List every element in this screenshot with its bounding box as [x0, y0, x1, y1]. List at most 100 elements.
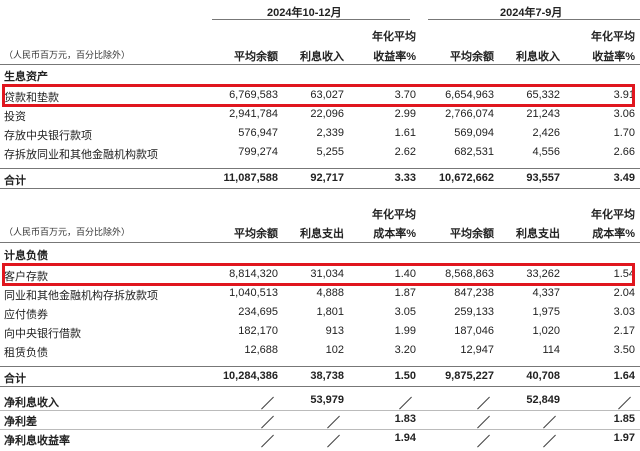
assets-unit-note: （人民币百万元，百分比除外）: [4, 50, 131, 60]
not-applicable-mark: ／: [476, 415, 490, 430]
cell-interest-q3: 21,243: [526, 108, 560, 120]
not-applicable-mark: ／: [476, 434, 490, 449]
cell-avg-balance-q3: 847,238: [454, 287, 494, 299]
col-header-interest-q4: 利息收入: [300, 51, 344, 63]
not-applicable-mark: ／: [260, 434, 274, 449]
liability-row-label: 应付债券: [4, 309, 48, 321]
cell-rate-q3: 2.04: [613, 287, 635, 299]
cell-interest-q4: 1,801: [316, 306, 344, 318]
cell-rate-q4: 3.05: [394, 306, 416, 318]
cell-rate-q3: 1.54: [613, 268, 635, 280]
cell-avg-balance-q4: 1,040,513: [229, 287, 278, 299]
not-applicable-mark: ／: [476, 396, 490, 411]
cell-avg-balance-q3: 9,875,227: [445, 370, 494, 382]
col-header-rate-q3: 收益率%: [592, 51, 635, 63]
not-applicable-mark: ／: [542, 434, 556, 449]
cell-interest-q4: 92,717: [310, 172, 344, 184]
summary-row-label: 净利差: [4, 416, 37, 428]
cell-avg-balance-q4: 576,947: [238, 127, 278, 139]
summary-row-label: 净利息收益率: [4, 435, 70, 447]
cell-avg-balance-q3: 682,531: [454, 146, 494, 158]
col-header-annualized-q4: 年化平均: [372, 31, 416, 43]
cell-rate-q3: 3.03: [613, 306, 635, 318]
cell-interest-q3: 1,020: [532, 325, 560, 337]
col-header-avg-balance-q3: 平均余额: [450, 51, 494, 63]
cell-avg-balance-q4: 10,284,386: [222, 370, 278, 382]
cell-interest-q4: 5,255: [316, 146, 344, 158]
cell-interest-q4: 53,979: [310, 394, 344, 406]
highlight-box-deposits: [2, 263, 635, 286]
cell-interest-q3: 52,849: [526, 394, 560, 406]
col-header-avg-balance-q4: 平均余额: [234, 51, 278, 63]
not-applicable-mark: ／: [398, 396, 412, 411]
cell-avg-balance-q4: 234,695: [238, 306, 278, 318]
cell-avg-balance-q3: 259,133: [454, 306, 494, 318]
assets-section-title: 生息资产: [4, 71, 48, 83]
liab-col-header-avg-balance-q3: 平均余额: [450, 228, 494, 240]
assets-bottom-rule: [0, 188, 640, 189]
cell-rate-q3: 1.85: [613, 413, 635, 425]
cell-rate-q4: 3.70: [394, 89, 416, 101]
cell-avg-balance-q3: 12,947: [460, 344, 494, 356]
liabilities-section-title: 计息负债: [4, 250, 48, 262]
cell-avg-balance-q3: 10,672,662: [438, 172, 494, 184]
liabilities-bottom-rule: [0, 386, 640, 387]
assets-total-label: 合计: [4, 175, 26, 187]
not-applicable-mark: ／: [326, 415, 340, 430]
cell-rate-q4: 3.20: [394, 344, 416, 356]
period-header-q4: 2024年10-12月: [267, 7, 342, 19]
cell-rate-q4: 1.99: [394, 325, 416, 337]
cell-rate-q4: 1.87: [394, 287, 416, 299]
cell-interest-q3: 2,426: [532, 127, 560, 139]
liabilities-header-rule: [0, 242, 640, 243]
not-applicable-mark: ／: [326, 434, 340, 449]
cell-rate-q3: 3.06: [613, 108, 635, 120]
period-underline-q3: [428, 19, 640, 20]
liability-row-label: 租赁负债: [4, 347, 48, 359]
cell-interest-q4: 4,888: [316, 287, 344, 299]
liab-col-header-cost-q4: 成本率%: [373, 228, 416, 240]
cell-rate-q3: 1.70: [613, 127, 635, 139]
cell-interest-q4: 22,096: [310, 108, 344, 120]
cell-rate-q3: 1.64: [613, 370, 635, 382]
cell-avg-balance-q4: 11,087,588: [223, 172, 278, 184]
liability-row-label: 向中央银行借款: [4, 328, 81, 340]
cell-avg-balance-q3: 569,094: [454, 127, 494, 139]
liabilities-unit-note: （人民币百万元，百分比除外）: [4, 227, 131, 237]
liab-col-header-avg-balance-q4: 平均余额: [234, 228, 278, 240]
cell-rate-q3: 2.17: [613, 325, 635, 337]
cell-avg-balance-q3: 6,654,963: [445, 89, 494, 101]
cell-rate-q3: 3.91: [613, 89, 635, 101]
liability-row-label: 同业和其他金融机构存拆放款项: [4, 290, 158, 302]
cell-avg-balance-q3: 2,766,074: [445, 108, 494, 120]
cell-interest-q4: 102: [325, 344, 344, 356]
cell-interest-q3: 114: [542, 344, 560, 356]
cell-rate-q4: 2.62: [394, 146, 416, 158]
cell-avg-balance-q4: 182,170: [238, 325, 278, 337]
cell-rate-q4: 1.50: [394, 370, 416, 382]
col-header-interest-q3: 利息收入: [516, 51, 560, 63]
cell-avg-balance-q3: 8,568,863: [445, 268, 494, 280]
cell-interest-q4: 38,738: [310, 370, 344, 382]
cell-rate-q3: 2.66: [613, 146, 635, 158]
col-header-annualized-q3: 年化平均: [591, 31, 635, 43]
cell-interest-q3: 33,262: [526, 268, 560, 280]
liab-col-header-expense-q3: 利息支出: [516, 228, 560, 240]
assets-total-rule: [0, 168, 640, 169]
summary-row-divider: [0, 410, 640, 411]
cell-rate-q4: 3.33: [394, 172, 416, 184]
cell-rate-q4: 1.94: [394, 432, 416, 444]
cell-interest-q4: 913: [325, 325, 344, 337]
col-header-rate-q4: 收益率%: [373, 51, 416, 63]
asset-row-label: 投资: [4, 111, 26, 123]
cell-avg-balance-q4: 12,688: [244, 344, 278, 356]
highlight-box-loans: [2, 84, 635, 107]
cell-rate-q4: 2.99: [394, 108, 416, 120]
liabilities-total-rule: [0, 366, 640, 367]
cell-interest-q4: 63,027: [310, 89, 344, 101]
cell-avg-balance-q4: 6,769,583: [229, 89, 278, 101]
cell-avg-balance-q3: 187,046: [454, 325, 494, 337]
not-applicable-mark: ／: [260, 415, 274, 430]
cell-rate-q4: 1.40: [394, 268, 416, 280]
asset-row-label: 贷款和垫款: [4, 92, 59, 104]
